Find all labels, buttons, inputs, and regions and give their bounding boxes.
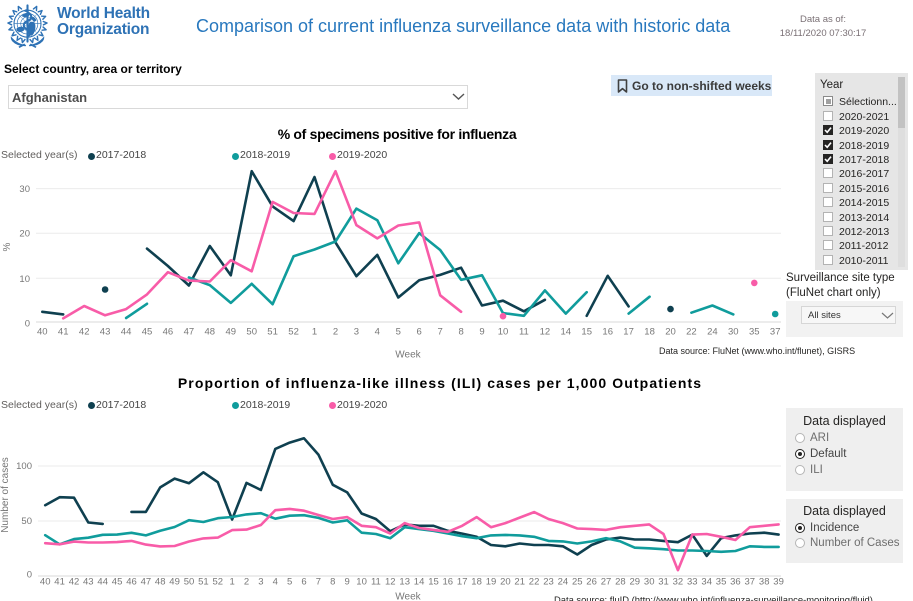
svg-text:26: 26 [586, 577, 597, 588]
svg-text:40: 40 [40, 577, 51, 588]
svg-text:24: 24 [558, 577, 569, 588]
svg-text:15: 15 [581, 327, 592, 338]
svg-text:7: 7 [316, 577, 321, 588]
svg-text:16: 16 [602, 327, 613, 338]
svg-text:14: 14 [414, 577, 425, 588]
svg-text:21: 21 [514, 577, 525, 588]
svg-text:36: 36 [730, 577, 741, 588]
svg-text:11: 11 [519, 327, 529, 338]
svg-text:30: 30 [19, 184, 30, 195]
svg-text:40: 40 [37, 327, 48, 338]
svg-text:43: 43 [83, 577, 94, 588]
svg-text:20: 20 [500, 577, 511, 588]
svg-text:16: 16 [443, 577, 454, 588]
svg-text:12: 12 [385, 577, 396, 588]
svg-text:35: 35 [716, 577, 727, 588]
svg-text:2: 2 [244, 577, 249, 588]
svg-text:13: 13 [399, 577, 410, 588]
svg-text:24: 24 [707, 327, 718, 338]
svg-text:39: 39 [773, 577, 784, 588]
svg-text:18: 18 [471, 577, 482, 588]
svg-text:42: 42 [79, 327, 90, 338]
svg-text:46: 46 [163, 327, 174, 338]
svg-text:49: 49 [169, 577, 180, 588]
svg-text:12: 12 [540, 327, 551, 338]
svg-text:31: 31 [658, 577, 669, 588]
svg-text:17: 17 [457, 577, 468, 588]
svg-text:48: 48 [155, 577, 166, 588]
svg-text:1: 1 [312, 327, 317, 338]
svg-text:22: 22 [529, 577, 540, 588]
svg-text:3: 3 [354, 327, 359, 338]
svg-text:41: 41 [58, 327, 69, 338]
svg-text:14: 14 [561, 327, 572, 338]
svg-text:2: 2 [333, 327, 338, 338]
svg-text:11: 11 [371, 577, 381, 588]
svg-text:19: 19 [486, 577, 497, 588]
svg-text:Week: Week [395, 350, 421, 361]
svg-text:15: 15 [428, 577, 439, 588]
svg-text:4: 4 [273, 577, 278, 588]
svg-text:35: 35 [749, 327, 760, 338]
svg-text:10: 10 [19, 274, 30, 285]
svg-text:10: 10 [498, 327, 509, 338]
svg-text:18: 18 [644, 327, 655, 338]
svg-text:5: 5 [287, 577, 292, 588]
svg-text:0: 0 [27, 570, 32, 581]
svg-text:34: 34 [701, 577, 712, 588]
svg-text:8: 8 [458, 327, 463, 338]
svg-text:51: 51 [198, 577, 209, 588]
svg-text:52: 52 [288, 327, 299, 338]
svg-text:32: 32 [673, 577, 684, 588]
svg-text:9: 9 [479, 327, 484, 338]
svg-text:37: 37 [745, 577, 756, 588]
svg-text:5: 5 [396, 327, 401, 338]
svg-text:6: 6 [301, 577, 306, 588]
svg-text:28: 28 [615, 577, 626, 588]
svg-text:7: 7 [438, 327, 443, 338]
svg-text:49: 49 [226, 327, 237, 338]
svg-text:20: 20 [665, 327, 676, 338]
svg-text:6: 6 [417, 327, 422, 338]
svg-text:45: 45 [112, 577, 123, 588]
svg-text:8: 8 [330, 577, 335, 588]
svg-text:50: 50 [21, 516, 32, 527]
svg-text:0: 0 [25, 319, 30, 330]
svg-text:42: 42 [69, 577, 80, 588]
svg-text:45: 45 [142, 327, 153, 338]
svg-text:44: 44 [97, 577, 108, 588]
svg-text:51: 51 [267, 327, 278, 338]
svg-text:29: 29 [630, 577, 641, 588]
svg-text:44: 44 [121, 327, 132, 338]
svg-text:50: 50 [246, 327, 257, 338]
svg-text:33: 33 [687, 577, 698, 588]
svg-text:20: 20 [19, 229, 30, 240]
svg-text:1: 1 [229, 577, 234, 588]
svg-text:23: 23 [543, 577, 554, 588]
svg-text:Week: Week [395, 592, 421, 601]
svg-text:9: 9 [345, 577, 350, 588]
svg-text:17: 17 [623, 327, 634, 338]
svg-text:22: 22 [686, 327, 697, 338]
svg-text:43: 43 [100, 327, 111, 338]
svg-text:37: 37 [770, 327, 781, 338]
svg-text:30: 30 [644, 577, 655, 588]
svg-text:47: 47 [141, 577, 152, 588]
svg-text:38: 38 [759, 577, 770, 588]
svg-text:%: % [2, 242, 13, 251]
svg-text:4: 4 [375, 327, 380, 338]
svg-text:47: 47 [184, 327, 195, 338]
svg-text:100: 100 [16, 461, 32, 472]
svg-text:41: 41 [54, 577, 65, 588]
svg-text:25: 25 [572, 577, 583, 588]
svg-text:Number of cases: Number of cases [0, 457, 11, 533]
svg-text:10: 10 [356, 577, 367, 588]
svg-text:46: 46 [126, 577, 137, 588]
svg-text:3: 3 [258, 577, 263, 588]
svg-text:50: 50 [184, 577, 195, 588]
svg-text:30: 30 [728, 327, 739, 338]
svg-text:52: 52 [213, 577, 224, 588]
svg-text:27: 27 [601, 577, 612, 588]
svg-text:48: 48 [205, 327, 216, 338]
